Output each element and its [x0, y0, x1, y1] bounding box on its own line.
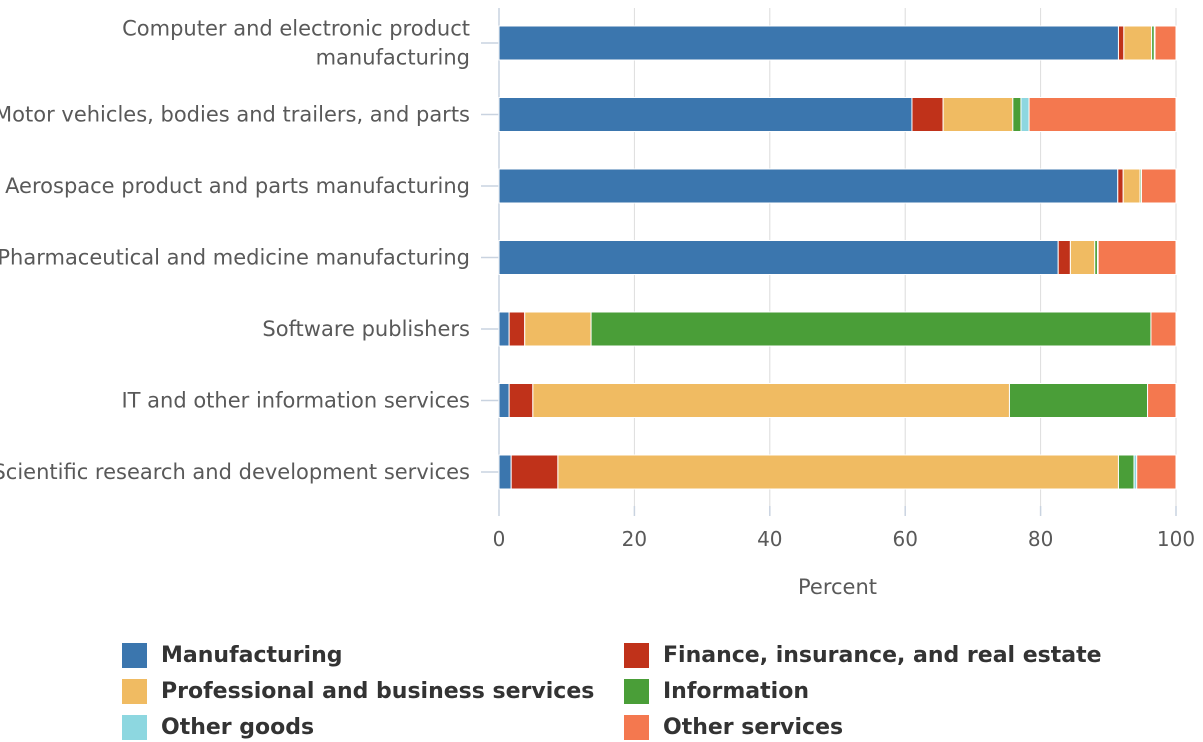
bar-segment: [1117, 25, 1125, 61]
bar-segment: [1140, 168, 1177, 204]
bar-segment: [1020, 97, 1030, 132]
legend-item: Other goods: [122, 712, 314, 742]
category-label: Pharmaceutical and medicine manufacturin…: [0, 246, 470, 270]
legend-label: Other services: [663, 714, 844, 740]
bar-segment: [498, 383, 510, 418]
x-tick-label: 20: [622, 527, 647, 551]
bar-segment: [1028, 97, 1177, 132]
bar-segment: [498, 311, 510, 347]
bar-segment: [942, 97, 1014, 132]
legend-item: Professional and business services: [122, 676, 594, 706]
bar-segment: [532, 383, 1010, 418]
x-axis-title: Percent: [798, 575, 877, 599]
x-tick-label: 40: [757, 527, 782, 551]
legend-swatch: [624, 642, 649, 668]
stacked-bar-chart: Computer and electronic product manufactu…: [0, 8, 1195, 599]
bar-segment: [1147, 383, 1177, 418]
x-tick-label: 60: [892, 527, 917, 551]
legend-swatch: [122, 678, 147, 704]
bar-segment: [510, 454, 559, 490]
bar-segment: [1117, 454, 1135, 490]
bar-segment: [498, 25, 1119, 61]
bar-segment: [1123, 25, 1153, 61]
category-label: Scientific research and development serv…: [0, 460, 470, 484]
category-label: Computer and electronic product manufactu…: [122, 17, 470, 70]
bar-segment: [557, 454, 1119, 490]
legend-label: Finance, insurance, and real estate: [663, 642, 1102, 668]
legend-item: Other services: [624, 712, 843, 742]
bar-segment: [1057, 240, 1071, 275]
bar-segment: [508, 311, 526, 347]
legend-label: Manufacturing: [161, 642, 343, 668]
bar-segment: [1012, 97, 1022, 132]
bar-segment: [590, 311, 1152, 347]
bar-segment: [911, 97, 944, 132]
legend-label: Other goods: [161, 714, 315, 740]
bar-segment: [1154, 25, 1177, 61]
category-label: Software publishers: [262, 317, 470, 341]
bar-segment: [498, 97, 913, 132]
bar-segment: [498, 240, 1059, 275]
category-label: IT and other information services: [121, 389, 470, 413]
bar-segment: [1008, 383, 1149, 418]
x-tick-label: 100: [1157, 527, 1195, 551]
x-tick-label: 0: [493, 527, 506, 551]
x-tick-label: 80: [1028, 527, 1053, 551]
legend-item: Finance, insurance, and real estate: [624, 640, 1102, 670]
bar-segment: [1117, 168, 1124, 204]
legend-swatch: [624, 714, 649, 740]
legend-label: Information: [663, 678, 809, 704]
category-label: Motor vehicles, bodies and trailers, and…: [0, 103, 470, 127]
bar-segment: [1122, 168, 1141, 204]
bar-segment: [1069, 240, 1096, 275]
legend-label: Professional and business services: [161, 678, 595, 704]
category-label: Aerospace product and parts manufacturin…: [5, 174, 470, 198]
legend-swatch: [122, 642, 147, 668]
bar-segment: [508, 383, 534, 418]
legend-swatch: [122, 714, 147, 740]
chart-legend: Manufacturing Finance, insurance, and rea…: [122, 640, 1122, 740]
bar-segment: [1097, 240, 1177, 275]
legend-swatch: [624, 678, 649, 704]
bar-segment: [498, 454, 512, 490]
bar-segment: [1136, 454, 1177, 490]
legend-item: Information: [624, 676, 809, 706]
legend-item: Manufacturing: [122, 640, 343, 670]
bar-segment: [498, 168, 1119, 204]
bar-segment: [1150, 311, 1177, 347]
bar-segment: [524, 311, 592, 347]
